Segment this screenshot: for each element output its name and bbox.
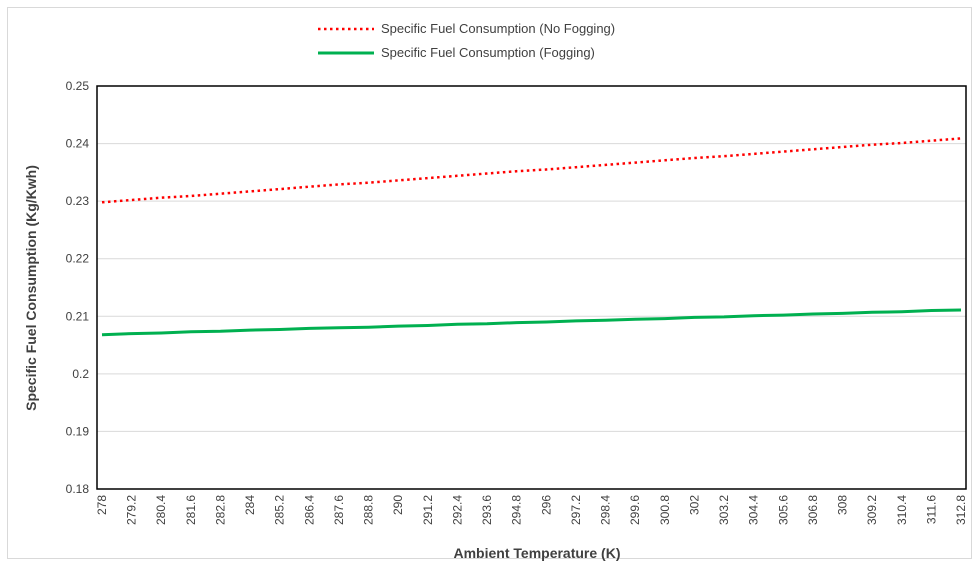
x-tick-label: 279.2 xyxy=(125,495,139,525)
legend-label-fogging: Specific Fuel Consumption (Fogging) xyxy=(381,45,595,60)
x-tick-label: 305.6 xyxy=(776,495,790,525)
x-tick-label: 308 xyxy=(836,495,850,515)
x-tick-label: 299.6 xyxy=(628,495,642,525)
x-tick-label: 306.8 xyxy=(806,495,820,525)
x-tick-label: 293.6 xyxy=(480,495,494,525)
gridlines xyxy=(97,85,966,490)
x-tick-label: 286.4 xyxy=(302,495,316,525)
y-tick-label: 0.18 xyxy=(66,482,90,496)
x-tick-label: 281.6 xyxy=(184,495,198,525)
y-tick-label: 0.19 xyxy=(66,424,90,438)
x-tick-label: 309.2 xyxy=(865,495,879,525)
x-tick-label: 291.2 xyxy=(421,495,435,525)
x-tick-labels: 278 279.2 280.4 281.6 282.8 284 285.2 286.4 287.… xyxy=(95,495,968,525)
y-tick-label: 0.22 xyxy=(66,252,90,266)
y-tick-label: 0.2 xyxy=(72,367,89,381)
series-lines xyxy=(101,137,962,337)
x-tick-label: 300.8 xyxy=(658,495,672,525)
y-axis-title: Specific Fuel Consumption (Kg/Kwh) xyxy=(23,165,39,411)
x-tick-label: 296 xyxy=(539,495,553,515)
x-tick-label: 278 xyxy=(95,495,109,515)
x-tick-label: 282.8 xyxy=(213,495,227,525)
x-tick-label: 292.4 xyxy=(450,495,464,525)
legend-label-no-fogging: Specific Fuel Consumption (No Fogging) xyxy=(381,21,615,36)
x-tick-label: 311.6 xyxy=(924,495,938,524)
x-tick-label: 288.8 xyxy=(362,495,376,525)
chart-frame xyxy=(7,7,972,559)
y-tick-label: 0.21 xyxy=(66,309,90,323)
y-tick-label: 0.24 xyxy=(66,137,90,151)
x-tick-label: 312.8 xyxy=(954,495,968,525)
x-tick-label: 290 xyxy=(391,495,405,515)
y-tick-label: 0.23 xyxy=(66,194,90,208)
x-tick-label: 287.6 xyxy=(332,495,346,525)
x-tick-label: 304.4 xyxy=(747,495,761,525)
x-tick-label: 303.2 xyxy=(717,495,731,525)
y-tick-label: 0.25 xyxy=(66,79,90,93)
y-tick-labels: 0.18 0.19 0.2 0.21 0.22 0.23 0.24 0.25 xyxy=(66,79,90,496)
x-tick-label: 294.8 xyxy=(510,495,524,525)
x-tick-label: 298.4 xyxy=(599,495,613,525)
x-axis-title: Ambient Temperature (K) xyxy=(454,545,621,561)
plot-area-border xyxy=(96,85,967,490)
x-tick-label: 297.2 xyxy=(569,495,583,525)
legend: Specific Fuel Consumption (No Fogging) S… xyxy=(318,21,615,60)
x-tick-label: 285.2 xyxy=(273,495,287,525)
series-line-fogging xyxy=(101,308,962,337)
x-tick-label: 310.4 xyxy=(895,495,909,525)
x-tick-label: 302 xyxy=(687,495,701,515)
x-tick-label: 284 xyxy=(243,495,257,515)
x-tick-label: 280.4 xyxy=(154,495,168,525)
